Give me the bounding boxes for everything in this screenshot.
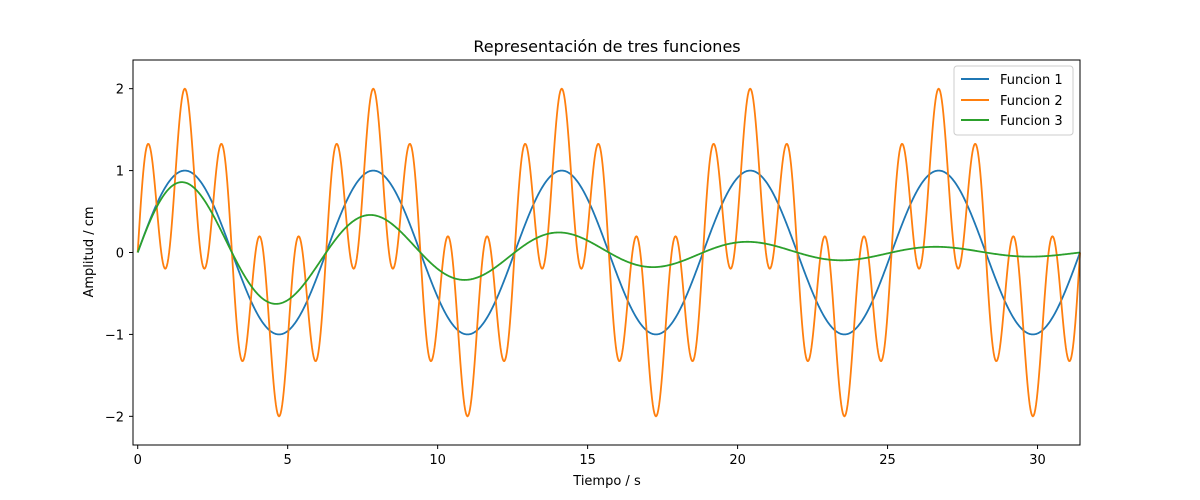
x-axis-ticks: 0 5 10 15 20 25 30 bbox=[134, 445, 1046, 468]
x-axis-label: Tiempo / s bbox=[572, 474, 641, 489]
y-axis-ticks: −2 −1 0 1 2 bbox=[105, 83, 133, 425]
x-tick-label: 20 bbox=[729, 453, 746, 468]
legend-label-funcion-3: Funcion 3 bbox=[1000, 114, 1063, 129]
y-tick-label: −2 bbox=[105, 410, 124, 425]
x-tick-label: 30 bbox=[1029, 453, 1046, 468]
y-tick-label: 1 bbox=[116, 165, 124, 180]
x-tick-label: 25 bbox=[879, 453, 896, 468]
chart-title: Representación de tres funciones bbox=[473, 37, 740, 56]
y-tick-label: 0 bbox=[116, 247, 124, 262]
legend-label-funcion-2: Funcion 2 bbox=[1000, 94, 1063, 109]
legend-label-funcion-1: Funcion 1 bbox=[1000, 73, 1063, 88]
y-tick-label: −1 bbox=[105, 328, 124, 343]
series-line-funcion-3 bbox=[136, 181, 1081, 305]
legend: Funcion 1 Funcion 2 Funcion 3 bbox=[953, 65, 1074, 136]
series-layer bbox=[136, 87, 1081, 418]
y-tick-label: 2 bbox=[116, 83, 124, 98]
x-tick-label: 5 bbox=[284, 453, 292, 468]
legend-box bbox=[953, 65, 1074, 136]
x-tick-label: 0 bbox=[134, 453, 142, 468]
plot-area bbox=[136, 87, 1081, 418]
x-tick-label: 10 bbox=[429, 453, 446, 468]
y-axis-label: Amplitud / cm bbox=[82, 206, 97, 297]
x-tick-label: 15 bbox=[579, 453, 596, 468]
